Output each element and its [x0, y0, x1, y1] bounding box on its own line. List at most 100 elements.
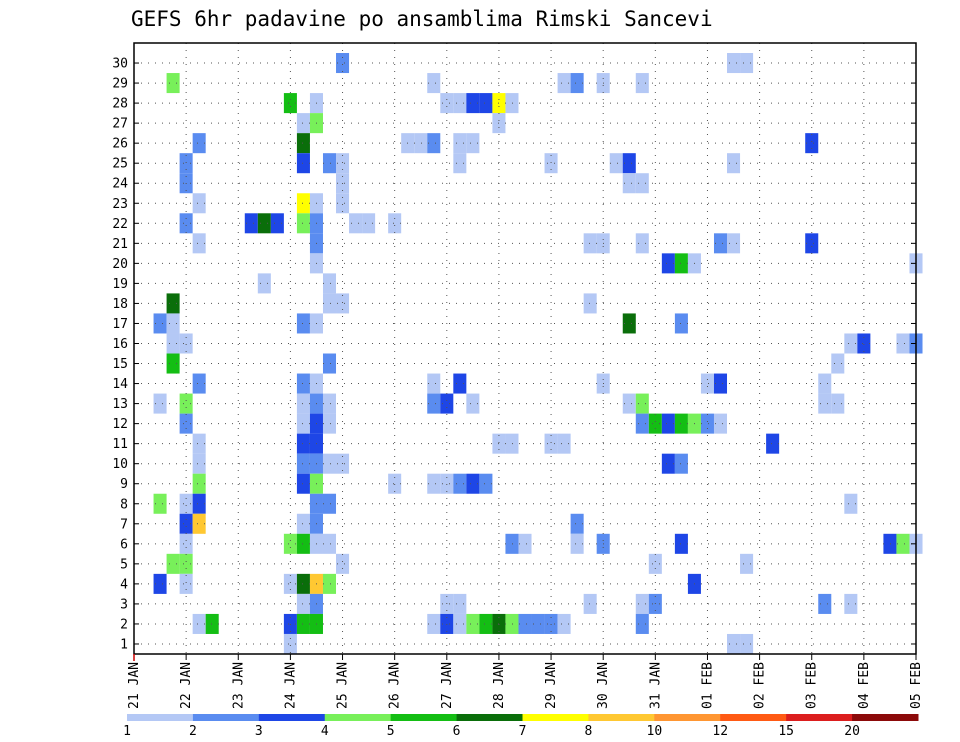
plot-frame: [133, 42, 917, 655]
x-axis-ticks: 21 JAN 22 JAN 23 JAN 24 JAN 25 JAN 26 JAN 27 J…: [127, 654, 924, 709]
chart-title: GEFS 6hr padavine po ansamblima Rimski S…: [131, 7, 713, 31]
precip-cell: [179, 213, 193, 234]
precip-cell: [336, 53, 350, 74]
legend-label: 10: [647, 724, 663, 739]
precip-cell: [296, 613, 310, 634]
y-tick-label: 13: [112, 397, 128, 412]
precip-cell: [192, 613, 206, 634]
precip-cell: [518, 533, 532, 554]
precip-cell: [570, 533, 584, 554]
precip-cell: [153, 493, 167, 514]
precip-cell: [296, 573, 310, 594]
precip-cell: [831, 393, 845, 414]
x-tick-label: 22 JAN: [179, 662, 194, 709]
y-tick-label: 30: [112, 57, 128, 72]
x-tick-label: 23 JAN: [231, 662, 246, 709]
precip-cell: [427, 613, 441, 634]
legend-swatch: [654, 714, 721, 721]
legend-swatch: [852, 714, 919, 721]
precip-cell: [179, 153, 193, 174]
precip-cell: [322, 493, 337, 514]
y-tick-label: 15: [112, 357, 128, 372]
precip-cell: [674, 453, 688, 474]
precip-cell: [818, 593, 832, 614]
precip-cell: [283, 613, 297, 634]
precip-cell: [257, 273, 271, 294]
precip-cell: [427, 373, 441, 394]
y-tick-label: 18: [112, 297, 128, 312]
precip-cell: [583, 593, 597, 614]
x-tick-label: 01 FEB: [700, 662, 715, 709]
x-tick-label: 04 FEB: [857, 662, 872, 709]
precip-cell: [192, 473, 206, 494]
precip-cell: [727, 53, 741, 74]
precip-cell: [283, 533, 297, 554]
y-tick-label: 12: [112, 417, 128, 432]
precip-cell: [179, 573, 193, 594]
precip-cell: [296, 153, 310, 174]
precip-cell: [740, 53, 754, 74]
precip-cell: [153, 393, 167, 414]
precip-cell: [896, 333, 910, 354]
y-tick-label: 16: [112, 337, 128, 352]
precip-cell: [505, 613, 519, 634]
precip-cell: [713, 413, 728, 434]
precip-cell: [727, 153, 741, 174]
precip-cell: [727, 233, 741, 254]
precip-cell: [414, 133, 428, 154]
precip-cell: [622, 173, 636, 194]
x-tick-label: 29 JAN: [544, 662, 559, 709]
precip-cell: [727, 633, 741, 654]
precip-cell: [192, 513, 206, 534]
precip-cell: [635, 393, 649, 414]
legend-swatch: [192, 714, 260, 721]
y-tick-label: 14: [112, 377, 128, 392]
legend-label: 2: [189, 724, 197, 739]
legend-label: 7: [519, 724, 527, 739]
precip-cell: [322, 353, 337, 374]
precip-cell: [257, 213, 271, 234]
precip-cell: [296, 513, 310, 534]
legend-swatch: [720, 714, 787, 721]
precip-cell: [700, 373, 714, 394]
precip-cell: [740, 633, 754, 654]
legend-label: 6: [453, 724, 461, 739]
precip-cell: [322, 153, 337, 174]
precip-cell: [427, 393, 441, 414]
precip-cells: [153, 53, 923, 654]
precip-cell: [296, 473, 310, 494]
precip-cell: [466, 473, 480, 494]
precip-cell: [518, 613, 532, 634]
precip-cell: [674, 313, 688, 334]
precip-cell: [336, 293, 350, 314]
y-tick-label: 24: [112, 177, 128, 192]
legend-label: 4: [321, 724, 329, 739]
y-tick-label: 2: [120, 617, 128, 632]
precip-cell: [440, 613, 454, 634]
precip-cell: [336, 153, 350, 174]
precip-cell: [296, 393, 310, 414]
precip-cell: [296, 313, 310, 334]
precip-cell: [179, 333, 193, 354]
precip-cell: [427, 473, 441, 494]
precip-cell: [296, 453, 310, 474]
precip-cell: [557, 613, 571, 634]
precip-cell: [153, 573, 167, 594]
precip-cell: [466, 133, 480, 154]
legend-swatch: [127, 714, 194, 721]
precip-cell: [896, 533, 910, 554]
precip-cell: [205, 613, 219, 634]
y-tick-label: 5: [120, 557, 128, 572]
precip-cell: [635, 73, 649, 94]
precip-cell: [296, 133, 310, 154]
precip-cell: [179, 553, 193, 574]
legend-swatch: [522, 714, 589, 721]
precip-cell: [635, 233, 649, 254]
x-tick-label: 28 JAN: [492, 662, 507, 709]
precip-cell: [557, 73, 571, 94]
precip-cell: [635, 173, 649, 194]
precip-cell: [818, 373, 832, 394]
precip-cell: [583, 233, 597, 254]
precip-cell: [153, 313, 167, 334]
